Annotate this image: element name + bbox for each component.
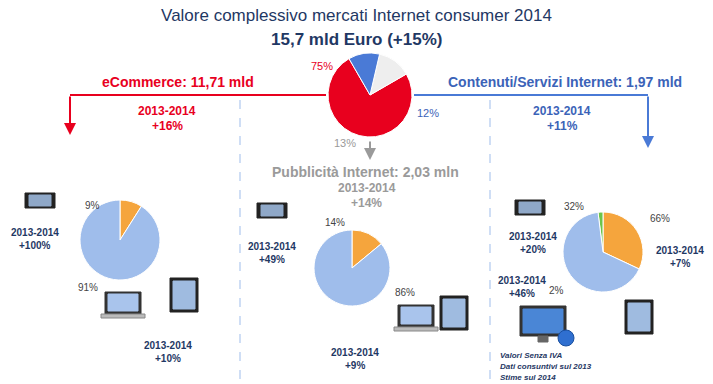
svg-text:Stime sul 2014: Stime sul 2014 [500,373,556,382]
svg-text:+7%: +7% [670,258,690,269]
svg-text:2013-2014: 2013-2014 [338,181,396,195]
svg-text:2013-2014: 2013-2014 [509,231,557,242]
svg-text:Valore complessivo mercati Int: Valore complessivo mercati Internet cons… [161,6,552,25]
svg-text:2013-2014: 2013-2014 [533,104,591,118]
svg-text:+100%: +100% [19,240,51,251]
svg-text:+10%: +10% [155,353,181,364]
svg-text:2013-2014: 2013-2014 [498,275,546,286]
svg-text:+16%: +16% [152,119,183,133]
svg-text:Dati consuntivi sul 2013: Dati consuntivi sul 2013 [500,362,592,371]
svg-text:2013-2014: 2013-2014 [11,227,59,238]
svg-text:91%: 91% [78,282,98,293]
svg-text:Contenuti/Servizi Internet: 1,: Contenuti/Servizi Internet: 1,97 mld [448,74,682,90]
svg-text:66%: 66% [650,213,670,224]
svg-text:eCommerce: 11,71 mld: eCommerce: 11,71 mld [102,74,254,90]
svg-text:75%: 75% [311,60,333,72]
svg-text:2013-2014: 2013-2014 [331,347,379,358]
svg-text:2013-2014: 2013-2014 [144,340,192,351]
svg-text:+14%: +14% [351,196,382,210]
svg-text:13%: 13% [334,137,356,149]
svg-text:86%: 86% [395,287,415,298]
svg-text:+11%: +11% [547,119,578,133]
svg-text:14%: 14% [325,217,345,228]
svg-text:+46%: +46% [509,288,535,299]
svg-text:Pubblicità Internet: 2,03 mln: Pubblicità Internet: 2,03 mln [272,164,459,180]
svg-text:+49%: +49% [259,254,285,265]
svg-text:9%: 9% [85,200,100,211]
svg-text:2013-2014: 2013-2014 [138,104,196,118]
svg-text:15,7 mld Euro (+15%): 15,7 mld Euro (+15%) [271,30,442,49]
svg-text:2013-2014: 2013-2014 [656,245,704,256]
svg-text:+9%: +9% [345,360,365,371]
svg-text:12%: 12% [417,107,439,119]
svg-text:32%: 32% [564,201,584,212]
svg-text:2%: 2% [549,285,564,296]
svg-text:+20%: +20% [520,244,546,255]
svg-text:2013-2014: 2013-2014 [248,241,296,252]
svg-text:Valori Senza IVA: Valori Senza IVA [500,351,562,360]
